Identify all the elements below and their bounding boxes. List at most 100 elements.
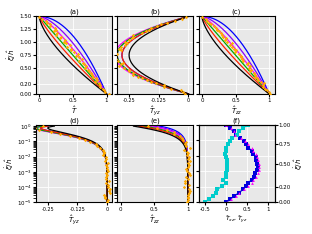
- Point: [256, 162, 261, 165]
- Point: [43, 19, 48, 23]
- Point: [105, 185, 110, 189]
- Point: [254, 159, 259, 162]
- Point: [187, 187, 192, 190]
- Point: [82, 62, 87, 66]
- Point: [211, 24, 216, 28]
- Point: [84, 64, 89, 68]
- Point: [233, 133, 238, 136]
- Point: [164, 128, 169, 132]
- Point: [223, 37, 228, 40]
- Point: [234, 133, 239, 136]
- Point: [249, 178, 254, 182]
- Point: [184, 154, 189, 157]
- Point: [222, 152, 227, 156]
- Point: [136, 75, 141, 78]
- Point: [238, 136, 243, 140]
- Point: [242, 139, 247, 143]
- Point: [37, 128, 42, 132]
- Point: [248, 69, 253, 73]
- Point: [233, 50, 238, 54]
- Point: [93, 80, 98, 84]
- Point: [102, 193, 107, 197]
- Point: [183, 144, 188, 148]
- Point: [253, 152, 258, 156]
- Point: [168, 87, 173, 91]
- Point: [259, 80, 264, 84]
- Point: [243, 143, 248, 146]
- Point: [228, 126, 233, 130]
- Point: [80, 57, 85, 61]
- Point: [126, 38, 131, 42]
- Point: [82, 66, 87, 70]
- Point: [104, 167, 109, 171]
- Point: [62, 40, 67, 44]
- Point: [113, 54, 118, 58]
- Point: [235, 133, 240, 136]
- Point: [77, 59, 82, 63]
- Point: [48, 130, 53, 134]
- Point: [187, 146, 192, 150]
- Point: [256, 168, 261, 172]
- Point: [208, 22, 213, 26]
- Point: [101, 152, 106, 155]
- Point: [244, 184, 249, 188]
- Point: [101, 148, 106, 151]
- X-axis label: $\hat{T}_{xz}, \hat{T}_{yz}$: $\hat{T}_{xz}, \hat{T}_{yz}$: [225, 213, 248, 225]
- Point: [223, 201, 228, 204]
- Point: [236, 191, 241, 195]
- Point: [226, 143, 231, 146]
- X-axis label: $\hat{T}_{yz}$: $\hat{T}_{yz}$: [68, 213, 80, 227]
- Point: [103, 157, 108, 161]
- Y-axis label: $\dot{\xi}/\hat{h}$: $\dot{\xi}/\hat{h}$: [5, 49, 18, 62]
- Point: [124, 42, 129, 45]
- Point: [183, 167, 188, 171]
- Point: [245, 123, 250, 127]
- Point: [183, 15, 188, 19]
- Title: (a): (a): [69, 9, 79, 15]
- Point: [161, 83, 166, 87]
- Point: [68, 134, 73, 138]
- Point: [245, 146, 250, 149]
- Point: [131, 71, 136, 75]
- Point: [210, 194, 215, 198]
- Point: [254, 155, 259, 159]
- X-axis label: $\hat{T}_{zz}$: $\hat{T}_{zz}$: [231, 104, 242, 117]
- Point: [214, 26, 219, 30]
- Point: [241, 59, 246, 63]
- Point: [188, 159, 193, 163]
- Point: [250, 149, 255, 153]
- Point: [230, 136, 235, 140]
- Point: [187, 163, 192, 167]
- Point: [105, 161, 110, 165]
- Point: [63, 38, 68, 42]
- Point: [249, 68, 254, 71]
- Point: [228, 197, 233, 201]
- Point: [131, 33, 136, 37]
- Point: [232, 129, 237, 133]
- Point: [44, 21, 49, 25]
- Point: [225, 40, 230, 44]
- Point: [104, 163, 109, 167]
- Point: [144, 78, 149, 82]
- Point: [237, 129, 242, 133]
- Point: [148, 26, 153, 30]
- Point: [105, 169, 110, 173]
- Point: [104, 171, 109, 175]
- Point: [106, 92, 111, 96]
- Point: [213, 191, 218, 195]
- Point: [153, 82, 158, 85]
- Point: [113, 50, 118, 54]
- Point: [188, 173, 193, 177]
- Point: [183, 140, 188, 144]
- Point: [256, 159, 261, 162]
- Point: [267, 92, 272, 96]
- Point: [186, 171, 191, 175]
- Point: [183, 175, 188, 179]
- Point: [121, 61, 126, 65]
- Point: [225, 165, 230, 169]
- Point: [254, 76, 259, 80]
- Point: [155, 126, 160, 130]
- Point: [107, 179, 112, 183]
- Point: [90, 75, 95, 78]
- Point: [205, 19, 210, 23]
